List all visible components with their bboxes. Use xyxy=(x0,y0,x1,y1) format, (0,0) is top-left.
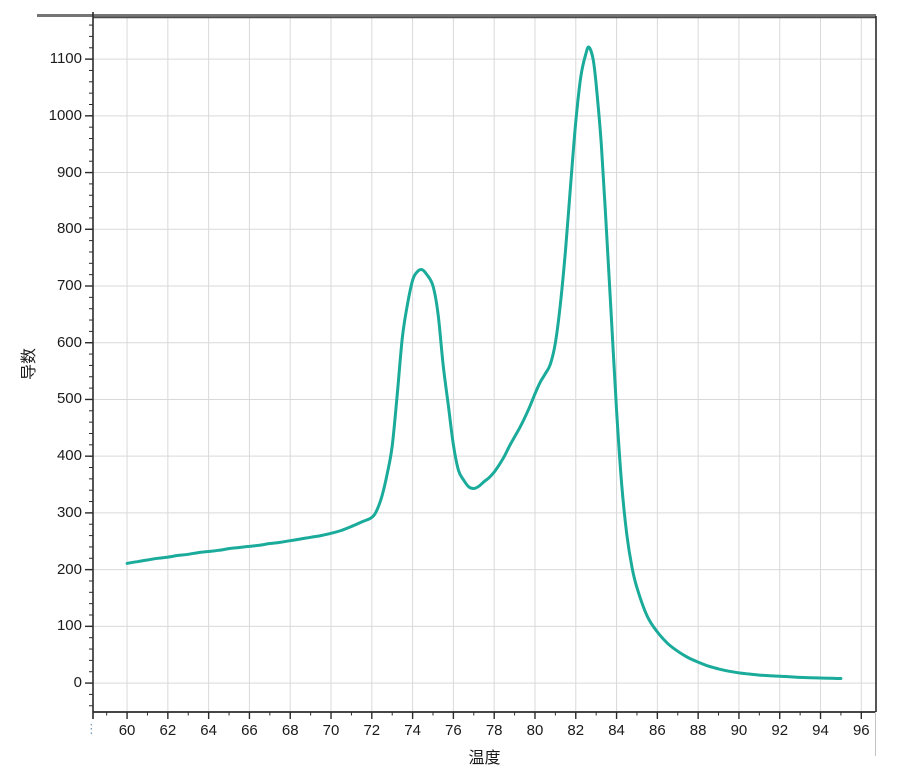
series-line-melt-curve xyxy=(125,45,843,680)
y-axis-title: 导数 xyxy=(21,347,38,381)
chart-top-border xyxy=(37,14,876,17)
x-axis-title: 温度 xyxy=(468,750,501,767)
axis-overflow-indicator-icon[interactable]: ⋮ xyxy=(85,721,98,736)
